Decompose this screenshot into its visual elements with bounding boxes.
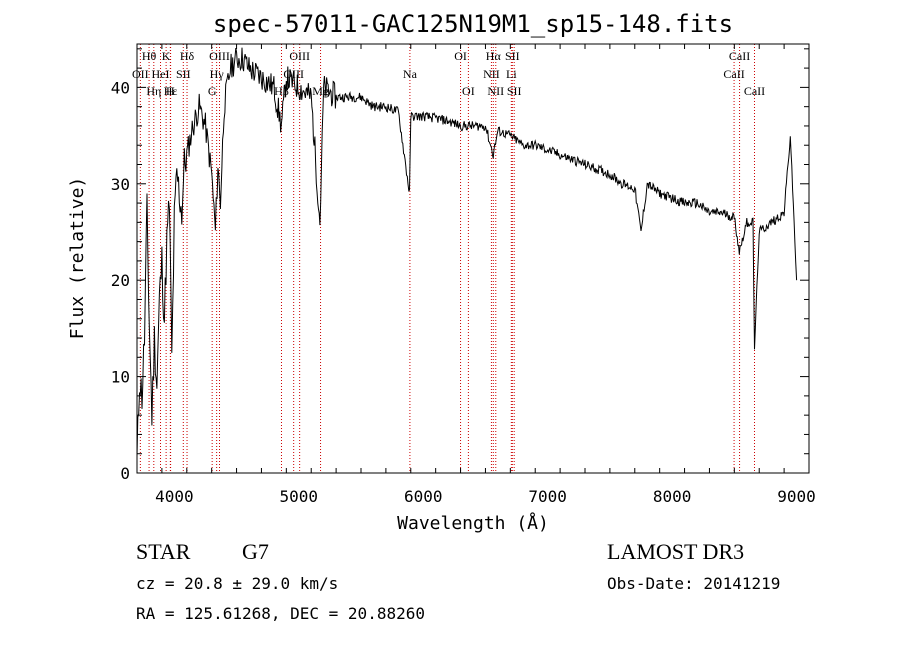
x-tick-label: 9000 [777, 487, 816, 506]
marker-label: K [162, 49, 171, 63]
marker-label: OI [454, 49, 467, 63]
marker-label: CaII [723, 67, 744, 81]
spectrum-line [136, 47, 798, 458]
x-tick-labels: 4000 5000 6000 7000 8000 9000 [155, 487, 816, 506]
obs-date-text: Obs-Date: 20141219 [607, 574, 781, 593]
marker-label: Hη [146, 84, 161, 98]
object-subclass: G7 [242, 539, 269, 564]
y-tick-label: 30 [111, 175, 130, 194]
chart-title: spec-57011-GAC125N19M1_sp15-148.fits [213, 10, 733, 38]
y-tick-label: 20 [111, 271, 130, 290]
marker-label: SII [176, 67, 191, 81]
x-tick-label: 6000 [404, 487, 443, 506]
axis-ticks [136, 44, 810, 474]
marker-label: OII [132, 67, 149, 81]
marker-label: Hε [164, 84, 178, 98]
y-tick-label: 10 [111, 368, 130, 387]
marker-label: G [208, 84, 217, 98]
marker-label: Hθ [142, 49, 157, 63]
y-tick-labels: 0 10 20 30 40 [111, 78, 130, 483]
marker-label: CaII [729, 49, 750, 63]
y-tick-label: 0 [120, 464, 130, 483]
marker-label: SII [507, 84, 522, 98]
marker-label: Li [506, 67, 517, 81]
y-axis-label: Flux (relative) [67, 177, 88, 340]
marker-label: NII [487, 84, 504, 98]
marker-label: CaII [744, 84, 765, 98]
survey-name: LAMOST DR3 [607, 539, 745, 564]
marker-label: HeI [152, 67, 170, 81]
x-tick-label: 5000 [280, 487, 319, 506]
x-tick-label: 8000 [653, 487, 692, 506]
coordinates-text: RA = 125.61268, DEC = 20.88260 [136, 604, 425, 623]
x-axis-label: Wavelength (Å) [397, 512, 549, 534]
marker-label: Hγ [210, 67, 225, 81]
y-tick-label: 40 [111, 78, 130, 97]
redshift-text: cz = 20.8 ± 29.0 km/s [136, 574, 339, 593]
x-tick-label: 4000 [155, 487, 194, 506]
x-tick-label: 7000 [528, 487, 567, 506]
marker-label: NII [483, 67, 500, 81]
marker-label: Mg [312, 84, 329, 98]
plot-frame [136, 43, 810, 474]
marker-label: Hδ [180, 49, 195, 63]
marker-label: OIII [289, 49, 310, 63]
marker-label: OIII [209, 49, 230, 63]
marker-label: H [166, 84, 175, 98]
marker-label: OI [462, 84, 475, 98]
object-class: STAR [136, 539, 191, 564]
marker-label: Hα [486, 49, 502, 63]
marker-label: SII [505, 49, 520, 63]
marker-lines [139, 44, 755, 473]
marker-label: Na [403, 67, 418, 81]
